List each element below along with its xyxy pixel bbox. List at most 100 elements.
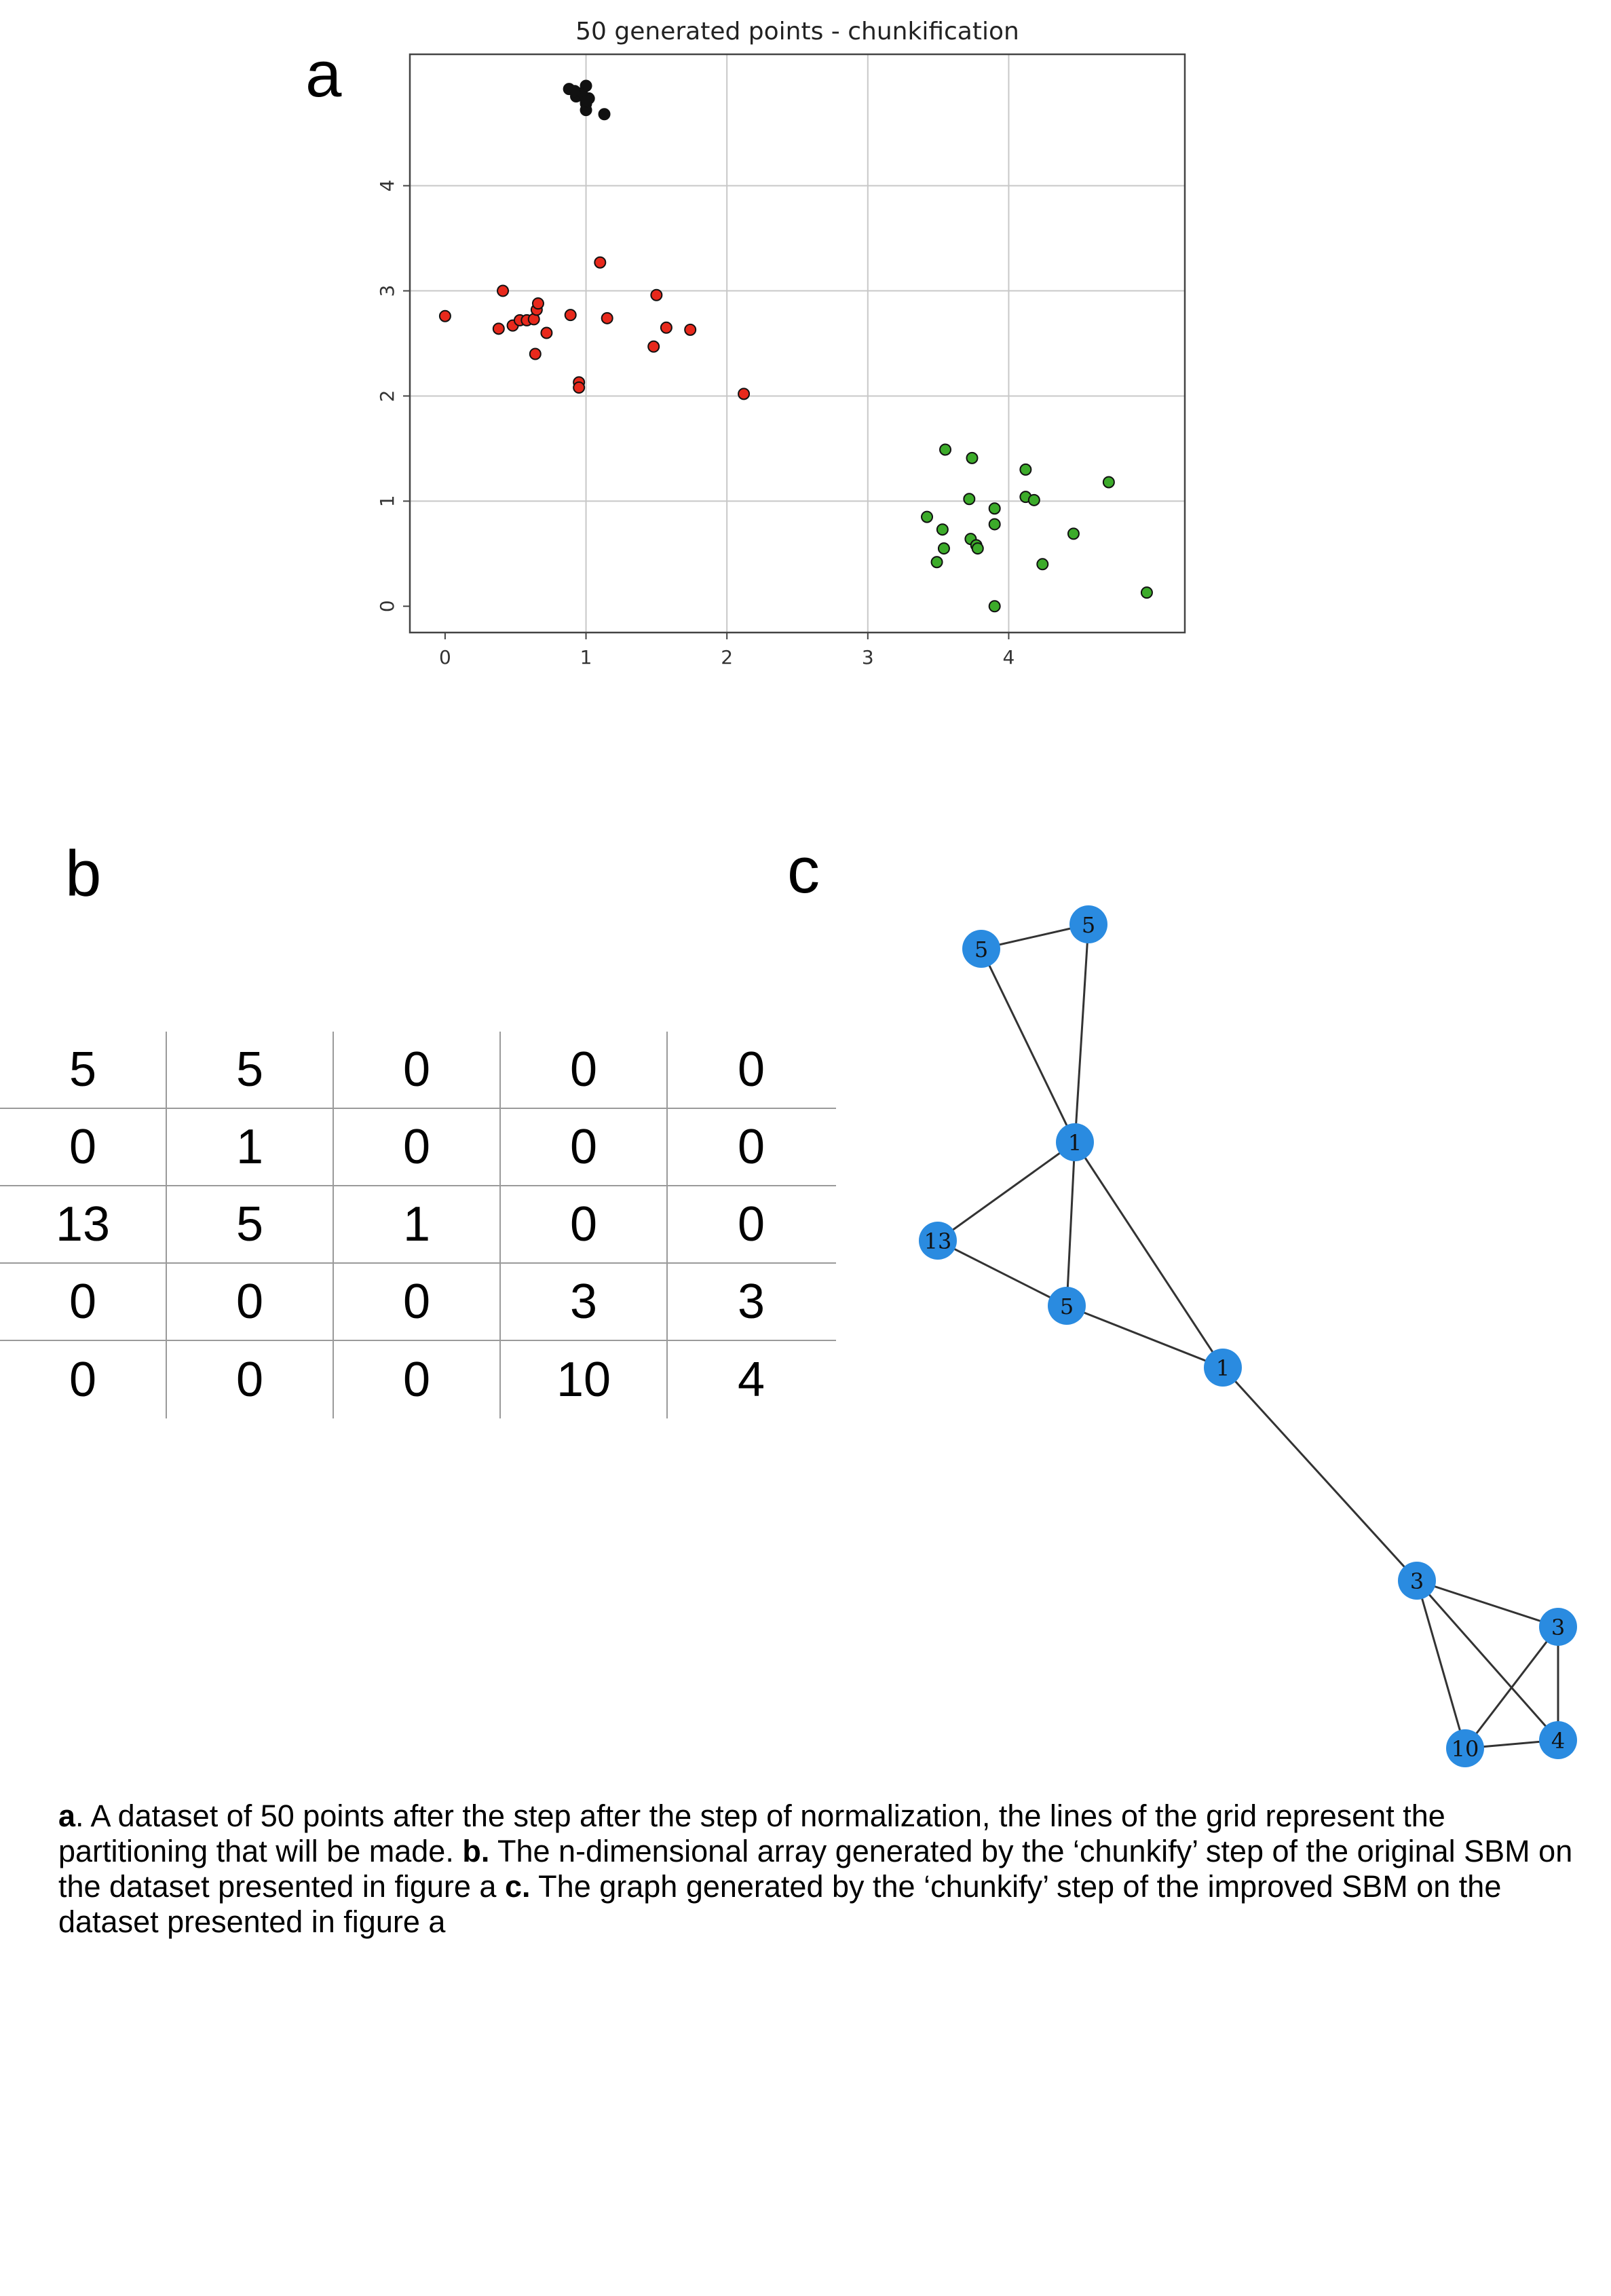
- graph-node: [1446, 1729, 1484, 1767]
- matrix-cell: 0: [0, 1109, 167, 1185]
- data-point: [594, 256, 607, 269]
- caption-label-a: a: [58, 1799, 76, 1833]
- matrix-cell: 1: [167, 1109, 334, 1185]
- matrix-cell: 0: [737, 1120, 765, 1174]
- data-point: [598, 108, 611, 121]
- matrix-row: 0 0 0 10 4: [0, 1341, 836, 1418]
- y-tick-label: 2: [376, 390, 398, 402]
- data-point: [936, 523, 949, 536]
- y-tick-label: 3: [376, 285, 398, 297]
- matrix-cell: 0: [737, 1197, 765, 1251]
- data-point: [492, 322, 505, 335]
- matrix-cell: 0: [501, 1186, 668, 1262]
- data-point: [660, 321, 672, 334]
- data-point: [988, 600, 1001, 613]
- graph-edge: [1074, 924, 1090, 1143]
- graph-edge: [1464, 1626, 1559, 1749]
- data-point: [939, 443, 952, 456]
- data-point: [529, 347, 542, 360]
- data-point: [937, 542, 950, 555]
- matrix-cell: 0: [334, 1341, 501, 1418]
- chart-title: 50 generated points - chunkification: [575, 18, 1019, 45]
- data-point: [601, 312, 613, 324]
- data-point: [497, 284, 510, 297]
- y-tick-label: 1: [376, 495, 398, 507]
- graph-node: [962, 930, 1000, 968]
- x-tick-label: 1: [580, 646, 592, 669]
- caption-text-b: The n-dimensional array generated by the…: [58, 1834, 1573, 1904]
- graph-edge: [1221, 1366, 1418, 1582]
- graph-node-label: 13: [924, 1228, 952, 1254]
- matrix-row: 13 5 1 0 0: [0, 1186, 836, 1264]
- matrix-cell: 0: [501, 1032, 668, 1108]
- matrix-cell: 5: [167, 1032, 334, 1108]
- plot-frame: [409, 53, 1186, 634]
- matrix-cell: 3: [737, 1275, 765, 1329]
- data-point: [1140, 586, 1153, 599]
- data-point: [921, 510, 934, 523]
- graph-edge: [1416, 1580, 1559, 1741]
- y-tick-label: 0: [376, 600, 398, 612]
- x-tick-label: 3: [862, 646, 874, 669]
- data-point: [684, 323, 697, 336]
- graph-node: [1204, 1349, 1242, 1387]
- x-tick-label: 4: [1003, 646, 1015, 669]
- graph-node: [1539, 1721, 1577, 1759]
- graph-edges: [937, 923, 1559, 1750]
- panel-label-b: b: [65, 838, 102, 910]
- graph-node: [1056, 1123, 1094, 1161]
- matrix-cell: 0: [334, 1109, 501, 1185]
- data-point: [738, 388, 751, 400]
- matrix-cell: 0: [0, 1264, 167, 1340]
- matrix-cell: 10: [501, 1341, 668, 1418]
- data-point: [573, 381, 586, 394]
- graph-node-label: 4: [1551, 1728, 1565, 1754]
- data-point: [531, 297, 544, 310]
- data-point: [1102, 476, 1115, 489]
- x-tick-label: 0: [439, 646, 451, 669]
- data-point: [988, 502, 1001, 515]
- matrix-cell: 0: [0, 1341, 167, 1418]
- y-tick-label: 4: [376, 180, 398, 192]
- data-point: [963, 493, 976, 506]
- graph-node: [1398, 1562, 1436, 1600]
- graph-node: [919, 1222, 957, 1260]
- matrix-cell: 0: [334, 1264, 501, 1340]
- chunk-array-table: 5 5 0 0 0 0 1 0 0 0 13 5 1 0 0 0 0 0 3 3 0 0 0 10 4: [0, 1032, 836, 1418]
- graph-edge: [937, 1239, 1067, 1307]
- data-point: [966, 451, 979, 464]
- data-point: [568, 85, 581, 98]
- graph-node-label: 1: [1216, 1355, 1230, 1381]
- matrix-cell: 0: [167, 1264, 334, 1340]
- graph-edge: [981, 923, 1089, 950]
- caption-text-c: The graph generated by the ‘chunkify’ st…: [58, 1869, 1502, 1939]
- data-point: [930, 556, 943, 569]
- matrix-cell: 4: [737, 1353, 765, 1407]
- panel-label-c: c: [787, 834, 820, 907]
- matrix-cell: 3: [501, 1264, 668, 1340]
- graph-edge: [937, 1141, 1076, 1242]
- matrix-cell: 0: [167, 1341, 334, 1418]
- graph-node-label: 5: [1060, 1294, 1074, 1319]
- graph-edge: [1416, 1579, 1559, 1628]
- matrix-cell: 5: [167, 1186, 334, 1262]
- data-point: [1027, 493, 1040, 506]
- graph-node-label: 1: [1068, 1130, 1082, 1156]
- caption-text-a: . A dataset of 50 points after the step …: [58, 1799, 1445, 1868]
- graph-edge: [1066, 1304, 1224, 1369]
- graph-node-label: 5: [974, 937, 988, 962]
- graph-node: [1069, 905, 1107, 943]
- data-point: [580, 95, 592, 108]
- axis-ticks: 0 1 2 3 4 0 1 2 3 4: [376, 180, 1015, 669]
- graph-node-label: 3: [1551, 1615, 1565, 1640]
- matrix-cell: 13: [0, 1186, 167, 1262]
- graph-edge: [980, 948, 1076, 1143]
- data-point: [1036, 558, 1049, 571]
- data-point: [1067, 527, 1080, 540]
- graph-edge: [1416, 1580, 1466, 1749]
- graph-node-label: 10: [1452, 1736, 1479, 1762]
